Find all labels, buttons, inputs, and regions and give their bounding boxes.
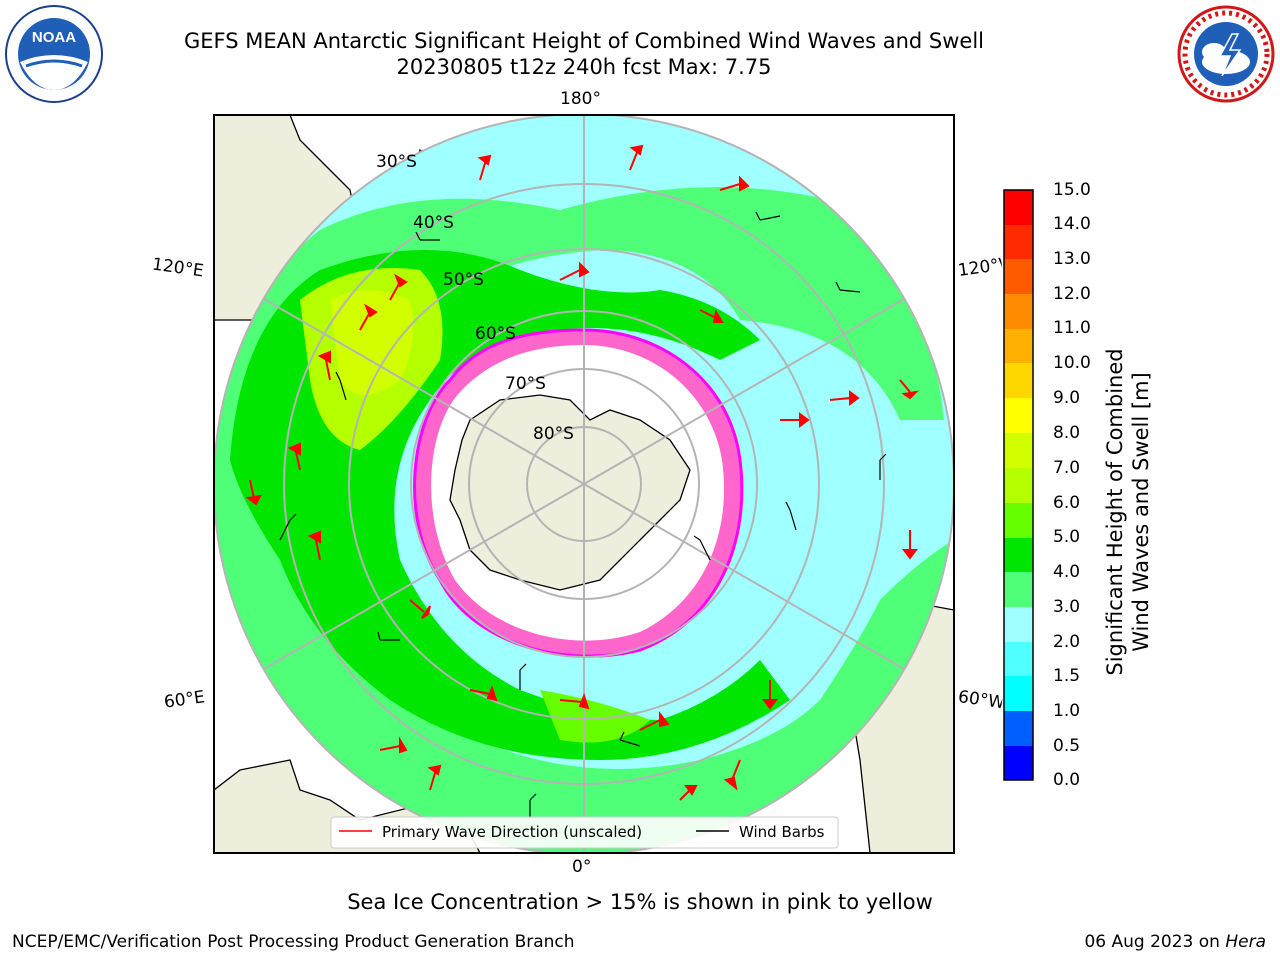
colorbar-tick: 13.0 [1053,249,1091,269]
wave-arrows [245,144,919,801]
colorbar-tick: 10.0 [1053,353,1091,373]
nws-logo [1177,5,1275,103]
colorbar-label-line1: Significant Height of Combined [1103,348,1127,676]
colorbar-tick: 14.0 [1053,214,1091,234]
colorbar [1003,189,1034,781]
lon-label-180: 180° [560,89,601,109]
wind-barb-legend-label: Wind Barbs [739,823,825,841]
map-legend: Primary Wave Direction (unscaled) Wind B… [330,816,839,849]
colorbar-tick: 8.0 [1053,423,1081,443]
footer-date: 06 Aug 2023 on Hera [1084,932,1266,952]
colorbar-tick: 0.5 [1053,736,1081,756]
wave-direction-legend-label: Primary Wave Direction (unscaled) [382,823,642,841]
colorbar-tick: 0.0 [1053,770,1081,790]
svg-text:NOAA: NOAA [32,29,76,46]
colorbar-tick: 5.0 [1053,527,1081,547]
colorbar-tick: 6.0 [1053,493,1081,513]
colorbar-label-line2: Wind Waves and Swell [m] [1129,372,1153,652]
lat-label-50s: 50°S [443,270,484,290]
colorbar-label: Significant Height of Combined Wind Wave… [1102,302,1154,722]
colorbar-tick: 4.0 [1053,562,1081,582]
lat-label-80s: 80°S [533,424,574,444]
chart-subtitle: 20230805 t12z 240h fcst Max: 7.75 [396,55,772,79]
colorbar-tick: 15.0 [1053,180,1091,200]
lat-label-30s: 30°S [376,152,417,172]
map-border [213,114,955,854]
chart-title: GEFS MEAN Antarctic Significant Height o… [183,29,985,53]
colorbar-tick: 9.0 [1053,388,1081,408]
lon-label-0: 0° [572,857,592,877]
map-frame-content [214,115,954,853]
colorbar-tick: 12.0 [1053,284,1091,304]
colorbar-tick: 7.0 [1053,458,1081,478]
lat-label-70s: 70°S [505,374,546,394]
colorbar-tick: 1.0 [1053,701,1081,721]
colorbar-tick: 1.5 [1053,666,1081,686]
sea-ice-note: Sea Ice Concentration > 15% is shown in … [347,890,933,914]
colorbar-tick: 2.0 [1053,632,1081,652]
colorbar-tick: 3.0 [1053,597,1081,617]
noaa-logo: NOAA [5,5,103,103]
lat-label-40s: 40°S [413,213,454,233]
graticule [214,115,954,853]
footer-credit: NCEP/EMC/Verification Post Processing Pr… [12,932,575,952]
colorbar-tick: 11.0 [1053,318,1091,338]
wind-barbs [279,211,887,820]
footer-host: Hera [1225,932,1266,952]
footer-date-text: 06 Aug 2023 on [1084,932,1226,952]
lat-label-60s: 60°S [475,324,516,344]
